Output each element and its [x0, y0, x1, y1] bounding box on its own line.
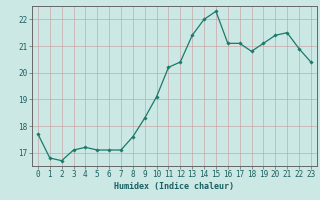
- X-axis label: Humidex (Indice chaleur): Humidex (Indice chaleur): [115, 182, 234, 191]
